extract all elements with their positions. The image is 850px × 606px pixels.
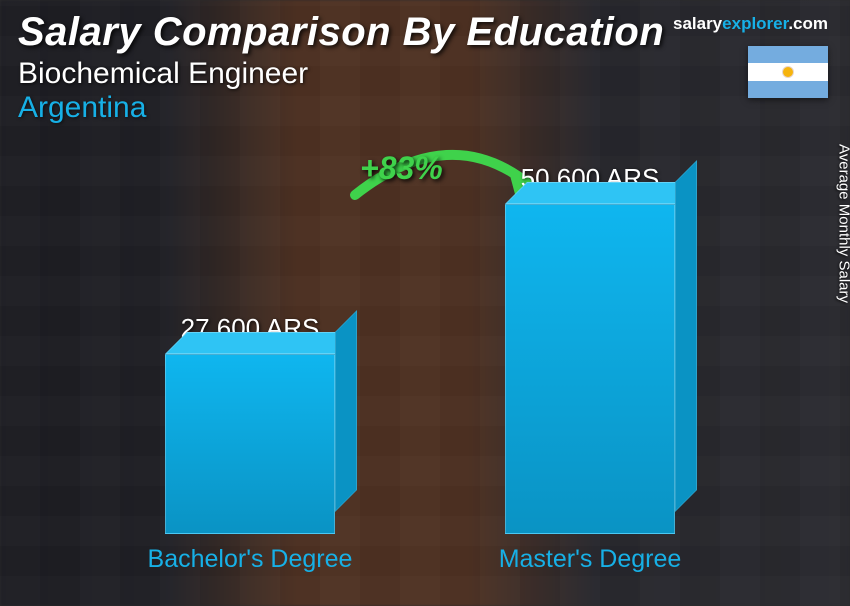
- content-root: Salary Comparison By Education Biochemic…: [0, 0, 850, 606]
- bar-side-face: [335, 310, 357, 512]
- bar-top-face: [505, 182, 697, 204]
- bar-category-label: Bachelor's Degree: [140, 545, 360, 574]
- subtitle-country: Argentina: [18, 91, 664, 125]
- chart-area: +83% 27,600 ARS50,600 ARS Bachelor's Deg…: [80, 160, 760, 574]
- bar-side-face: [675, 160, 697, 512]
- bar-3d: [505, 204, 675, 534]
- y-axis-label: Average Monthly Salary: [836, 144, 850, 303]
- percent-increase-badge: +83%: [360, 150, 443, 187]
- brand-part2: explorer: [722, 14, 788, 33]
- country-flag-argentina: [748, 46, 828, 98]
- bar-0: 27,600 ARS: [160, 313, 340, 534]
- brand-part1: salary: [673, 14, 722, 33]
- page-title: Salary Comparison By Education: [18, 10, 664, 55]
- flag-stripe-bottom: [748, 81, 828, 98]
- title-block: Salary Comparison By Education Biochemic…: [18, 10, 664, 125]
- bar-3d: [165, 354, 335, 534]
- brand-logo: salaryexplorer.com: [673, 14, 828, 34]
- subtitle-occupation: Biochemical Engineer: [18, 57, 664, 91]
- flag-sun-icon: [783, 67, 793, 77]
- bar-front-face: [505, 204, 675, 534]
- bar-category-label: Master's Degree: [480, 545, 700, 574]
- bar-1: 50,600 ARS: [500, 163, 680, 534]
- bar-front-face: [165, 354, 335, 534]
- flag-stripe-top: [748, 46, 828, 63]
- flag-stripe-middle: [748, 63, 828, 80]
- brand-part3: .com: [788, 14, 828, 33]
- bar-top-face: [165, 332, 357, 354]
